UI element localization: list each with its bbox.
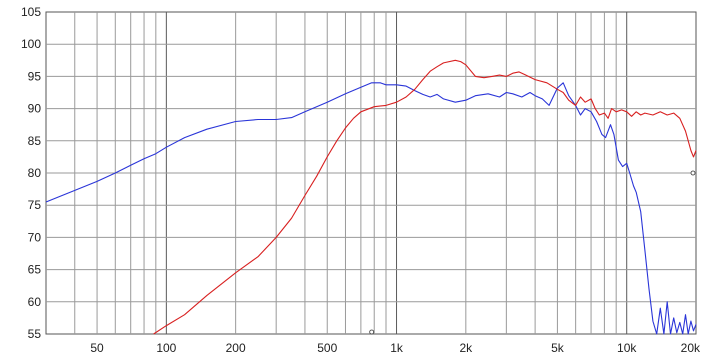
y-tick-label: 65 bbox=[28, 263, 42, 277]
y-tick-label: 60 bbox=[28, 295, 42, 309]
series-layer bbox=[45, 59, 697, 335]
y-tick-label: 95 bbox=[28, 69, 42, 83]
x-tick-label: 2k bbox=[459, 341, 473, 355]
y-tick-labels: 55 60 65 70 75 80 85 90 95 100 105 bbox=[21, 5, 41, 341]
y-tick-label: 105 bbox=[21, 5, 41, 19]
x-tick-label: 50 bbox=[90, 341, 104, 355]
y-tick-label: 55 bbox=[28, 327, 42, 341]
series-line-2 bbox=[153, 59, 697, 335]
x-tick-label: 100 bbox=[156, 341, 176, 355]
x-tick-label: 10k bbox=[617, 341, 637, 355]
marker-layer bbox=[369, 170, 696, 335]
x-tick-label: 500 bbox=[317, 341, 337, 355]
y-tick-label: 70 bbox=[28, 230, 42, 244]
y-tick-label: 100 bbox=[21, 37, 41, 51]
series-line-1 bbox=[45, 82, 697, 335]
y-tick-label: 85 bbox=[28, 134, 42, 148]
grid-layer bbox=[46, 12, 696, 334]
x-tick-label: 20k bbox=[681, 341, 701, 355]
x-tick-label: 5k bbox=[551, 341, 565, 355]
y-tick-label: 75 bbox=[28, 198, 42, 212]
x-tick-labels: 50 100 200 500 1k 2k 5k 10k 20k bbox=[90, 341, 701, 355]
y-tick-label: 80 bbox=[28, 166, 42, 180]
x-tick-label: 1k bbox=[390, 341, 404, 355]
plot-marker bbox=[690, 170, 696, 176]
x-tick-label: 200 bbox=[226, 341, 246, 355]
y-tick-label: 90 bbox=[28, 102, 42, 116]
plot-marker bbox=[369, 329, 375, 335]
